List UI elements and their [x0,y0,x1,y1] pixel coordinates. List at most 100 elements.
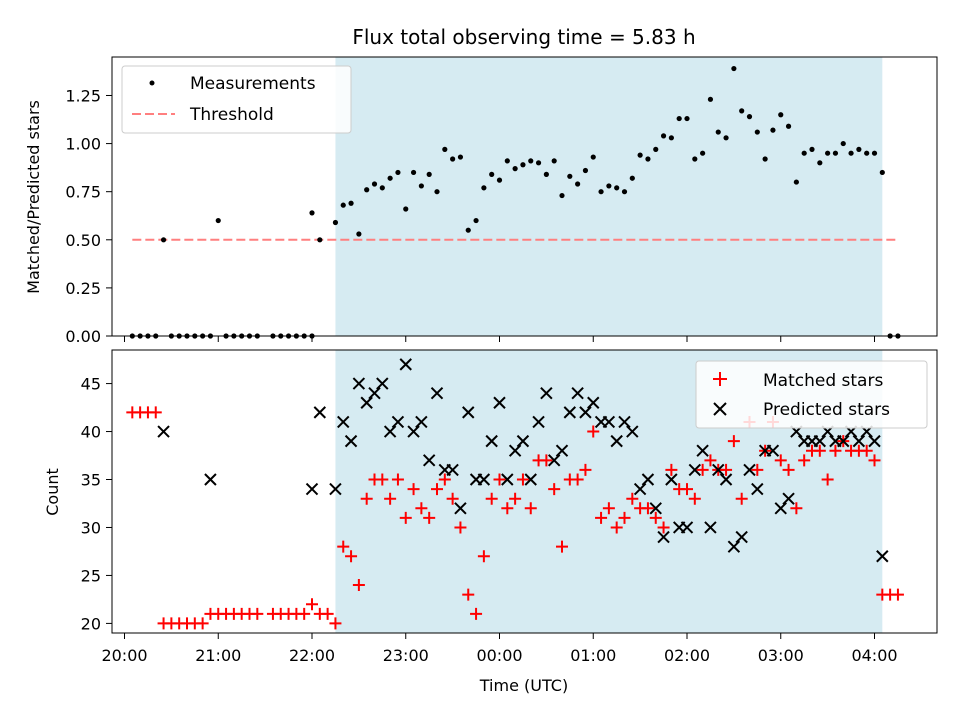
predicted-star-point [524,473,537,486]
matched-star-point [735,492,748,505]
predicted-star-point [813,434,827,448]
measurement-point [684,115,690,122]
measurement-point [653,146,659,152]
measurement-point [731,65,737,72]
measurement-point [598,189,604,195]
predicted-star-point [344,434,358,448]
matched-star-point [298,607,311,620]
measurement-point [645,156,651,162]
measurement-point [754,129,760,135]
predicted-star-point [782,492,795,505]
matched-star-point [649,511,662,524]
predicted-star-point [774,502,787,515]
measurement-point [629,175,635,181]
measurement-point [504,158,510,164]
matched-star-point [751,463,764,476]
measurement-point [864,150,870,156]
predicted-star-point [837,434,850,448]
matched-star-point [376,473,389,486]
matched-star-point [493,473,506,486]
legend-marker-predicted [713,402,727,416]
y-tick-label: 20 [81,614,101,633]
predicted-star-point [415,415,428,429]
y-tick-label: 30 [81,518,101,537]
matched-star-point [391,473,404,486]
measurement-point [660,133,667,139]
measurement-point [621,189,628,195]
measurement-point [450,156,456,162]
matched-star-point [587,425,600,438]
matched-star-point [548,483,561,496]
matched-star-point [438,473,451,486]
predicted-star-point [876,550,889,563]
measurement-point [371,181,378,187]
matched-star-point [509,492,522,505]
x-tick-label: 21:00 [195,646,241,665]
measurement-point [723,135,729,141]
predicted-star-point [633,482,647,496]
predicted-star-point [376,377,389,390]
predicted-star-point [641,473,655,486]
measurement-point [832,150,839,156]
predicted-star-point [743,463,756,477]
matched-star-point [423,511,436,524]
predicted-star-point [868,434,881,448]
measurement-point [848,150,854,156]
matched-star-point [657,521,670,534]
predicted-star-point [430,386,444,400]
predicted-star-point [751,482,764,496]
predicted-star-point [571,386,584,400]
measurement-point [364,187,370,193]
matched-star-point [821,473,834,486]
matched-star-point [681,483,693,496]
measurement-point [575,181,581,187]
measurement-point [434,189,440,195]
matched-star-point [626,492,639,505]
matched-star-point [696,463,709,476]
measurement-point [442,146,448,152]
bottom-axes-frame [111,349,938,634]
matched-star-point [337,540,350,553]
x-tick-label: 01:00 [570,646,616,665]
predicted-star-point [727,540,741,553]
matched-stars-layer [126,406,904,630]
predicted-star-point [462,406,475,419]
predicted-star-point [649,502,662,515]
matched-star-point [454,521,467,534]
predicted-star-point [555,444,569,457]
measurement-point [567,173,573,179]
legend-marker-measurements [149,80,155,86]
predicted-star-point [618,415,631,429]
matched-star-point [665,463,678,476]
measurements-layer [129,65,901,339]
x-tick-label: 00:00 [476,646,522,665]
matched-star-point [579,463,592,476]
predicted-star-point [157,425,170,438]
legend-label-predicted: Predicted stars [763,400,890,420]
x-tick-label: 03:00 [758,646,804,665]
predicted-star-point [680,521,694,534]
measurement-point [481,185,487,191]
matched-star-point [790,502,803,515]
bottom-panel: 20 25 30 35 40 45 20:00 21:00 22:00 23:00 00:00 01… [43,349,938,695]
measurement-point [590,154,596,160]
top-legend-box [121,65,352,134]
x-tick-label: 22:00 [289,646,335,665]
predicted-star-point [485,434,498,448]
predicted-star-point [688,463,702,477]
matched-star-point [524,502,537,515]
measurement-point [426,171,432,177]
predicted-star-point [610,434,623,448]
matched-star-point [540,454,553,467]
matched-star-point [595,511,608,524]
measurement-point [332,219,339,226]
measurement-point [528,158,534,164]
predicted-star-point [501,473,514,486]
predicted-star-point [587,396,600,409]
measurement-point [817,160,823,166]
x-tick-label: 02:00 [664,646,710,665]
predicted-star-point [493,396,506,409]
top-x-axis-ticks [124,336,875,342]
measurement-point [379,185,385,191]
